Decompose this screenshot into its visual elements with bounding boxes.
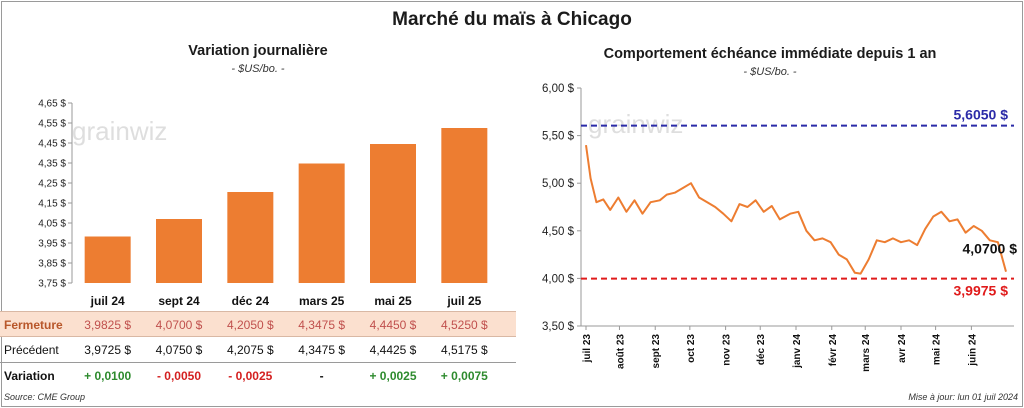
line-y-tick-label: 6,00 $ xyxy=(542,83,575,95)
variation-value: + 0,0025 xyxy=(369,369,417,383)
bar xyxy=(441,128,488,283)
previous-value: 4,4425 $ xyxy=(369,343,417,357)
bar xyxy=(156,219,202,283)
close-value: 3,9825 $ xyxy=(84,318,132,332)
close-value: 4,3475 $ xyxy=(298,318,346,332)
bar-y-tick-label: 4,25 $ xyxy=(38,179,66,190)
right-panel-subtitle: - $US/bo. - xyxy=(743,66,797,78)
line-x-tick-label: août 23 xyxy=(615,334,626,369)
previous-value: 4,5175 $ xyxy=(440,343,488,357)
close-value: 4,2050 $ xyxy=(226,318,274,332)
bar-y-tick-label: 4,35 $ xyxy=(38,159,66,170)
line-x-tick-label: juil 23 xyxy=(582,334,593,364)
bar-y-tick-label: 3,75 $ xyxy=(38,279,66,290)
line-x-tick-label: déc 23 xyxy=(756,334,767,366)
bar xyxy=(370,144,416,283)
main-title: Marché du maïs à Chicago xyxy=(392,9,632,30)
line-y-tick-label: 5,50 $ xyxy=(542,131,575,143)
line-x-tick-label: nov 23 xyxy=(722,334,733,366)
variation-value: + 0,0075 xyxy=(440,369,488,383)
footer-updated: Mise à jour: lun 01 juil 2024 xyxy=(908,392,1018,402)
line-y-tick-label: 3,50 $ xyxy=(542,321,575,333)
variation-value: - 0,0050 xyxy=(156,369,202,383)
table-row-variation: Variation + 0,0100 - 0,0050 - 0,0025 - + 0,0… xyxy=(0,363,516,389)
bar xyxy=(84,236,131,283)
bar-y-tick-label: 4,55 $ xyxy=(38,119,66,130)
variation-value: + 0,0100 xyxy=(84,369,132,383)
bar-y-tick-label: 4,65 $ xyxy=(38,99,66,110)
line-x-tick-label: sept 23 xyxy=(651,334,662,369)
bar-x-label: sept 24 xyxy=(158,294,200,308)
close-value: 4,0700 $ xyxy=(155,318,203,332)
bar-y-tick-label: 4,15 $ xyxy=(38,199,66,210)
bar-y-tick-label: 3,85 $ xyxy=(38,259,66,270)
bar-chart: grainwiz 3,75 $ 3,85 $ 3,95 $ 4,05 $ 4,15 $ 4… xyxy=(38,99,488,308)
close-value: 4,4450 $ xyxy=(369,318,417,332)
bar-x-label: juil 24 xyxy=(90,294,125,308)
variation-value: - 0,0025 xyxy=(228,369,273,383)
line-x-tick-label: mars 24 xyxy=(861,334,872,372)
bar-x-label: juil 25 xyxy=(446,294,481,308)
left-panel-subtitle: - $US/bo. - xyxy=(231,63,285,75)
reference-line-label: 3,9975 $ xyxy=(954,283,1009,299)
table-row-close: Fermeture 3,9825 $ 4,0700 $ 4,2050 $ 4,3475… xyxy=(0,311,516,337)
previous-value: 4,3475 $ xyxy=(298,343,346,357)
bar-y-tick-label: 4,05 $ xyxy=(38,219,66,230)
line-chart: grainwiz 3,50 $ 4,00 $ 4,50 $ 5,00 $ 5,50 $ 6… xyxy=(542,83,1018,372)
bar-x-label: déc 24 xyxy=(232,294,270,308)
line-x-tick-label: juin 24 xyxy=(967,334,978,367)
left-panel-title: Variation journalière xyxy=(188,43,328,59)
bar-y-tick-label: 3,95 $ xyxy=(38,239,66,250)
bar xyxy=(298,163,345,283)
bar xyxy=(227,192,274,283)
line-x-tick-label: mai 24 xyxy=(932,334,943,366)
variation-value: - xyxy=(319,369,324,383)
previous-value: 4,2075 $ xyxy=(226,343,274,357)
right-panel-title: Comportement échéance immédiate depuis 1… xyxy=(603,46,937,62)
bar-x-label: mai 25 xyxy=(374,294,412,308)
row-label-close: Fermeture xyxy=(4,318,63,332)
row-label-previous: Précédent xyxy=(4,343,59,357)
previous-value: 4,0750 $ xyxy=(155,343,203,357)
line-x-tick-label: oct 23 xyxy=(686,334,697,363)
line-x-tick-label: janv 24 xyxy=(792,334,803,369)
watermark-left: grainwiz xyxy=(72,116,167,146)
watermark-right: grainwiz xyxy=(588,109,683,139)
bar-y-tick-label: 4,45 $ xyxy=(38,139,66,150)
line-x-tick-label: avr 24 xyxy=(897,334,908,363)
line-y-tick-label: 4,50 $ xyxy=(542,226,575,238)
bar-x-label: mars 25 xyxy=(299,294,345,308)
footer-source: Source: CME Group xyxy=(4,392,86,402)
price-series-line xyxy=(585,144,1007,275)
line-y-tick-label: 5,00 $ xyxy=(542,178,575,190)
close-value: 4,5250 $ xyxy=(440,318,488,332)
table-row-previous: Précédent 3,9725 $ 4,0750 $ 4,2075 $ 4,3475… xyxy=(0,337,516,363)
row-label-variation: Variation xyxy=(4,369,55,383)
previous-value: 3,9725 $ xyxy=(84,343,132,357)
last-value-label: 4,0700 $ xyxy=(963,241,1018,257)
reference-line-label: 5,6050 $ xyxy=(954,107,1009,123)
line-y-tick-label: 4,00 $ xyxy=(542,273,575,285)
line-x-tick-label: févr 24 xyxy=(828,334,839,367)
